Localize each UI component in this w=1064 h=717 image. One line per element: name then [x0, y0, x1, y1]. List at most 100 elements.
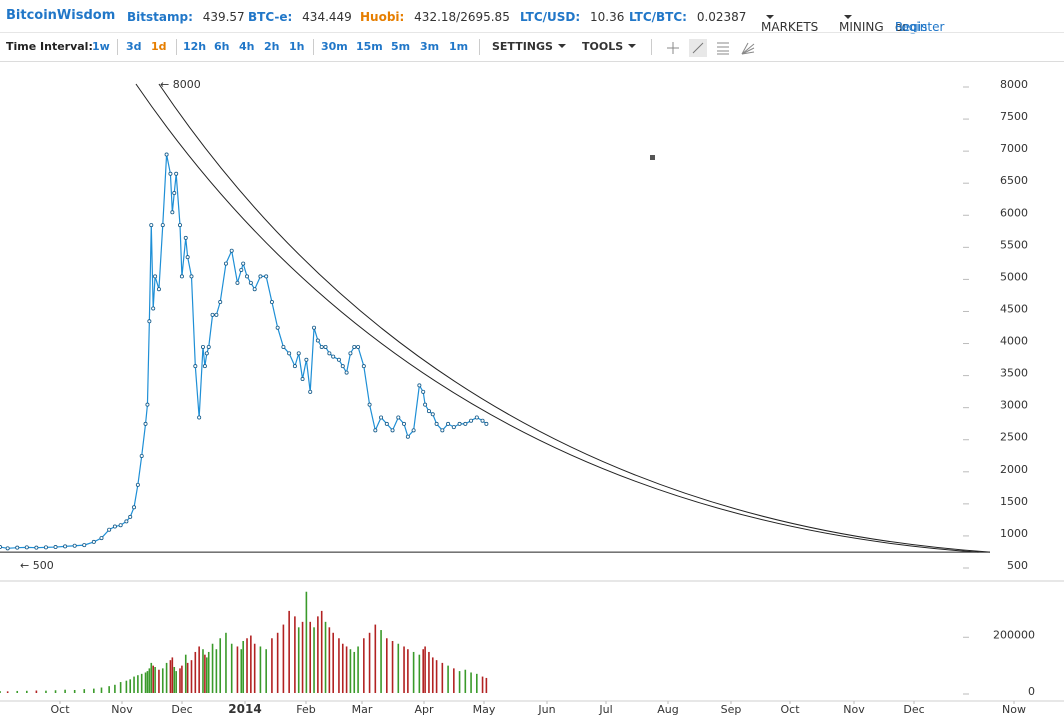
price-point	[63, 544, 68, 549]
interval-15m[interactable]: 15m	[356, 40, 383, 53]
markets-menu[interactable]: MARKETS	[761, 10, 818, 34]
volume-bar	[158, 669, 160, 693]
volume-bar	[225, 632, 227, 693]
volume-bar	[207, 651, 210, 693]
site-logo[interactable]: BitcoinWisdom	[6, 8, 116, 23]
price-point	[308, 389, 313, 394]
interval-1w[interactable]: 1w	[92, 40, 110, 53]
volume-bar	[317, 616, 319, 693]
price-point	[34, 545, 39, 550]
divider	[651, 39, 652, 55]
volume-bar	[0, 691, 1, 693]
volume-bar	[485, 677, 488, 693]
mining-menu[interactable]: MINING	[839, 10, 884, 34]
x-axis-label: Oct	[50, 703, 70, 716]
interval-1m[interactable]: 1m	[449, 40, 469, 53]
market-value: 434.449	[302, 10, 352, 24]
volume-bar	[403, 646, 405, 693]
volume-bar	[265, 649, 267, 693]
interval-4h[interactable]: 4h	[239, 40, 255, 53]
market-btce[interactable]: BTC-e: 434.449	[248, 10, 352, 24]
market-value: 0.02387	[696, 10, 747, 24]
chevron-down-icon	[766, 15, 774, 19]
volume-bar	[181, 665, 183, 693]
volume-bar	[338, 638, 340, 693]
volume-bar	[125, 680, 128, 693]
volume-bar	[26, 690, 28, 693]
interval-5m[interactable]: 5m	[391, 40, 411, 53]
x-axis-label: May	[473, 703, 496, 716]
interval-1h[interactable]: 1h	[289, 40, 305, 53]
price-point	[417, 383, 422, 388]
price-tick-label: 2000	[1000, 463, 1028, 476]
market-value: 432.18/2695.85	[414, 10, 510, 24]
market-bitstamp[interactable]: Bitstamp: 439.57	[127, 10, 245, 24]
volume-bar	[276, 632, 279, 693]
price-point	[356, 344, 361, 349]
divider	[479, 39, 480, 55]
price-point	[323, 344, 328, 349]
interval-30m[interactable]: 30m	[321, 40, 348, 53]
price-point	[143, 421, 148, 426]
market-huobi[interactable]: Huobi: 432.18/2695.85	[360, 10, 510, 24]
price-point	[434, 421, 439, 426]
price-tick-label: 4000	[1000, 335, 1028, 348]
price-point	[0, 545, 2, 550]
interval-3d[interactable]: 3d	[126, 40, 142, 53]
interval-2h[interactable]: 2h	[264, 40, 280, 53]
curve-trendline	[135, 83, 979, 553]
market-ltcbtc[interactable]: LTC/BTC: 0.02387	[629, 10, 746, 24]
volume-bar	[184, 654, 187, 693]
volume-bar	[368, 632, 371, 693]
market-label: Bitstamp:	[127, 10, 193, 24]
price-point	[344, 370, 349, 375]
volume-bar	[301, 621, 304, 693]
price-point	[361, 364, 366, 369]
price-point	[153, 274, 158, 279]
volume-bar	[476, 673, 478, 693]
volume-bar	[240, 649, 243, 693]
settings-menu[interactable]: SETTINGS	[492, 40, 566, 53]
annotation-label: ← 8000	[160, 78, 201, 91]
price-line	[0, 154, 487, 549]
price-point	[457, 421, 462, 426]
register-link[interactable]: Register	[895, 20, 945, 34]
interval-1d[interactable]: 1d	[151, 40, 167, 53]
line-tool-icon[interactable]	[689, 39, 707, 57]
volume-tick-label: 200000	[993, 628, 1035, 641]
price-point	[241, 261, 246, 266]
price-tick-label: 7500	[1000, 110, 1028, 123]
interval-12h[interactable]: 12h	[183, 40, 207, 53]
volume-bar	[190, 660, 193, 693]
price-point	[214, 312, 219, 317]
price-point	[160, 223, 165, 228]
volume-bar	[341, 643, 344, 693]
price-point	[189, 274, 194, 279]
price-point	[15, 545, 20, 550]
volume-bar	[294, 616, 296, 693]
volume-bar	[242, 641, 244, 693]
market-label: LTC/USD:	[520, 10, 581, 24]
volume-bar	[100, 687, 103, 693]
price-point	[202, 364, 207, 369]
market-ltcusd[interactable]: LTC/USD: 10.36	[520, 10, 624, 24]
login-link[interactable]: Login	[895, 20, 928, 34]
crosshair-icon[interactable]	[664, 39, 682, 57]
volume-bar	[169, 660, 172, 693]
interval-6h[interactable]: 6h	[214, 40, 230, 53]
price-point	[223, 261, 228, 266]
price-tick-label: 2500	[1000, 431, 1028, 444]
x-axis-label: 2014	[228, 702, 261, 716]
tools-menu[interactable]: TOOLS	[582, 40, 637, 53]
market-value: 439.57	[202, 10, 245, 24]
volume-bar	[418, 654, 421, 693]
price-point	[82, 543, 87, 548]
price-point	[139, 453, 144, 458]
interval-3m[interactable]: 3m	[420, 40, 440, 53]
volume-bar	[140, 673, 143, 693]
x-axis-label: Oct	[780, 703, 800, 716]
price-chart[interactable]: 500 1000 1500 2000 2500 3000 3500 4000 4500 5000 5…	[0, 61, 1064, 717]
price-tick-label: 4500	[1000, 302, 1028, 315]
fan-tool-icon[interactable]	[739, 39, 757, 57]
fibonacci-tool-icon[interactable]	[714, 39, 732, 57]
